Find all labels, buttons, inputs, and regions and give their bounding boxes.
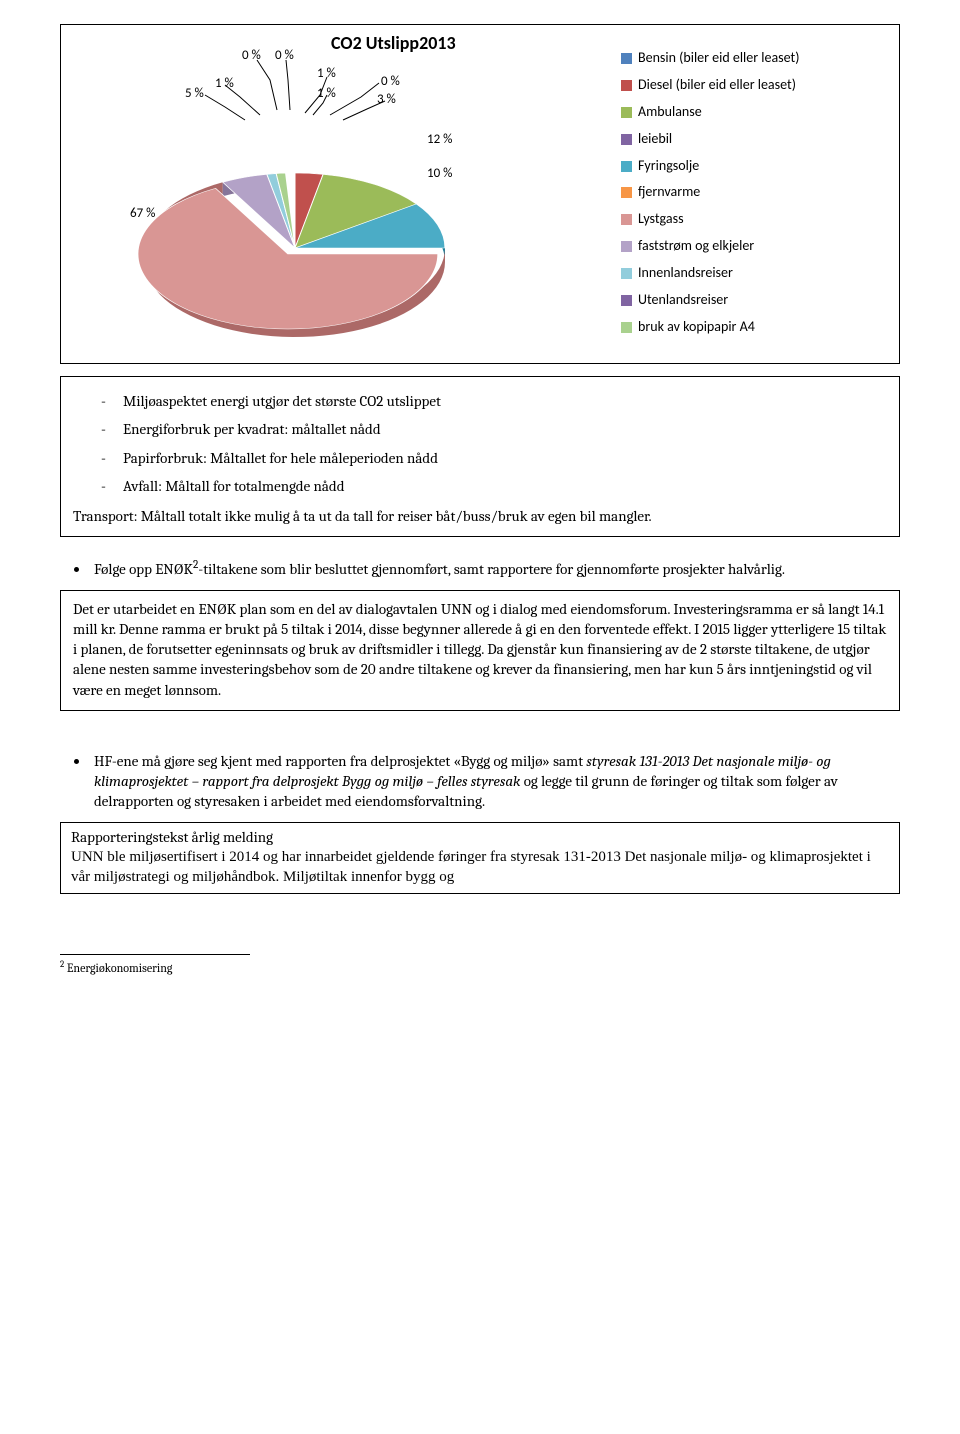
report-box: Rapporteringstekst årlig melding UNN ble… <box>60 822 900 895</box>
text: HF-ene må gjøre seg kjent med rapporten … <box>94 752 586 770</box>
pct-label: 1 % <box>317 85 336 103</box>
pct-label: 12 % <box>427 131 452 149</box>
legend-label: faststrøm og elkjeler <box>638 237 754 256</box>
legend-label: bruk av kopipapir A4 <box>638 318 755 337</box>
legend-label: Lystgass <box>638 210 684 229</box>
pct-label: 0 % <box>242 47 261 65</box>
legend-swatch <box>621 53 632 64</box>
pct-label: 5 % <box>185 85 204 103</box>
legend-swatch <box>621 80 632 91</box>
legend-label: Diesel (biler eid eller leaset) <box>638 76 796 95</box>
text: Følge opp ENØK <box>94 560 193 578</box>
legend-label: leiebil <box>638 130 672 149</box>
text: -tiltakene som blir besluttet gjennomfør… <box>198 560 785 578</box>
results-list: Miljøaspektet energi utgjør det største … <box>101 391 887 496</box>
main-bullet-hf: HF-ene må gjøre seg kjent med rapporten … <box>84 751 900 812</box>
pct-label: 10 % <box>427 165 452 183</box>
report-heading: Rapporteringstekst årlig melding <box>71 827 889 847</box>
pct-label: 1 % <box>215 75 234 93</box>
bullet-hf: HF-ene må gjøre seg kjent med rapporten … <box>90 751 900 812</box>
legend-item: Fyringsolje <box>621 157 881 176</box>
list-item: Papirforbruk: Måltallet for hele måleper… <box>101 448 887 468</box>
legend-swatch <box>621 214 632 225</box>
legend-swatch <box>621 107 632 118</box>
results-box: Miljøaspektet energi utgjør det største … <box>60 376 900 537</box>
enok-box: Det er utarbeidet en ENØK plan som en de… <box>60 590 900 711</box>
report-body: UNN ble miljøsertifisert i 2014 og har i… <box>71 849 871 885</box>
bullet-enok: Følge opp ENØK2-tiltakene som blir beslu… <box>90 557 900 579</box>
legend-swatch <box>621 268 632 279</box>
pct-label: 0 % <box>381 73 400 91</box>
legend-item: Bensin (biler eid eller leaset) <box>621 49 881 68</box>
legend-item: bruk av kopipapir A4 <box>621 318 881 337</box>
pct-label: 67 % <box>130 205 155 223</box>
chart-container: CO2 Utslipp2013 0 % 0 % 1 % 0 % 1 % 3 % … <box>60 24 900 364</box>
footnote: 2 Energiøkonomisering <box>60 959 900 976</box>
legend-label: Innenlandsreiser <box>638 264 733 283</box>
pct-label: 0 % <box>275 47 294 65</box>
legend-label: Utenlandsreiser <box>638 291 728 310</box>
footnote-rule <box>60 954 250 955</box>
legend-label: Fyringsolje <box>638 157 699 176</box>
legend-swatch <box>621 322 632 333</box>
pie-chart <box>105 83 485 363</box>
footnote-text: Energiøkonomisering <box>64 961 172 975</box>
legend-item: leiebil <box>621 130 881 149</box>
legend-item: Lystgass <box>621 210 881 229</box>
enok-text: Det er utarbeidet en ENØK plan som en de… <box>73 599 887 700</box>
legend-item: Utenlandsreiser <box>621 291 881 310</box>
legend-label: Ambulanse <box>638 103 702 122</box>
legend-item: Diesel (biler eid eller leaset) <box>621 76 881 95</box>
main-bullet-enok: Følge opp ENØK2-tiltakene som blir beslu… <box>84 557 900 579</box>
legend-swatch <box>621 161 632 172</box>
list-item: Miljøaspektet energi utgjør det største … <box>101 391 887 411</box>
legend-item: Ambulanse <box>621 103 881 122</box>
pct-label: 1 % <box>317 65 336 83</box>
legend-label: fjernvarme <box>638 183 700 202</box>
legend-label: Bensin (biler eid eller leaset) <box>638 49 799 68</box>
legend-item: fjernvarme <box>621 183 881 202</box>
legend-swatch <box>621 187 632 198</box>
results-para: Transport: Måltall totalt ikke mulig å t… <box>73 506 887 526</box>
pct-label: 3 % <box>377 91 396 109</box>
list-item: Avfall: Måltall for totalmengde nådd <box>101 476 887 496</box>
legend-swatch <box>621 241 632 252</box>
list-item: Energiforbruk per kvadrat: måltallet nåd… <box>101 419 887 439</box>
legend-item: faststrøm og elkjeler <box>621 237 881 256</box>
legend-swatch <box>621 295 632 306</box>
legend-swatch <box>621 134 632 145</box>
chart-legend: Bensin (biler eid eller leaset) Diesel (b… <box>621 49 881 345</box>
legend-item: Innenlandsreiser <box>621 264 881 283</box>
